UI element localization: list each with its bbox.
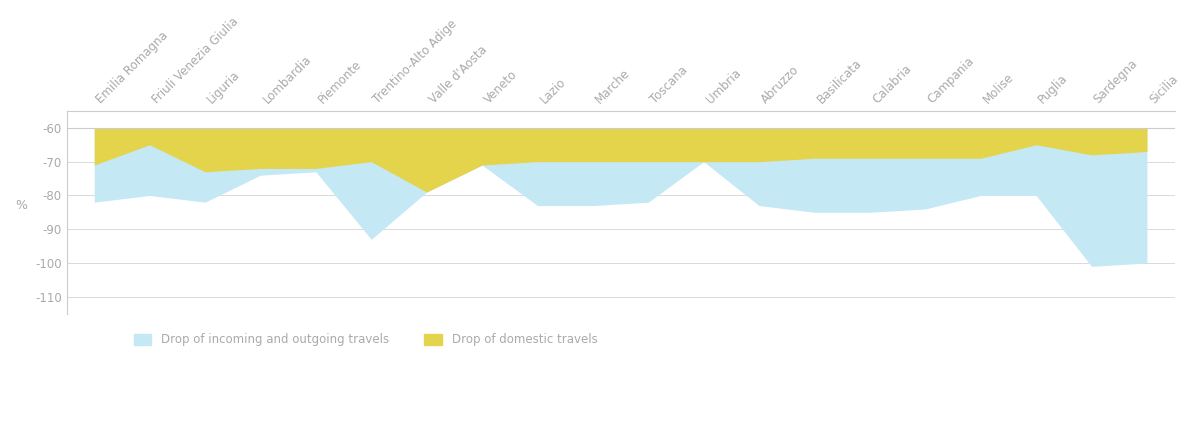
Legend: Drop of incoming and outgoing travels, Drop of domestic travels: Drop of incoming and outgoing travels, D… [128,328,604,352]
Y-axis label: %: % [14,200,26,212]
